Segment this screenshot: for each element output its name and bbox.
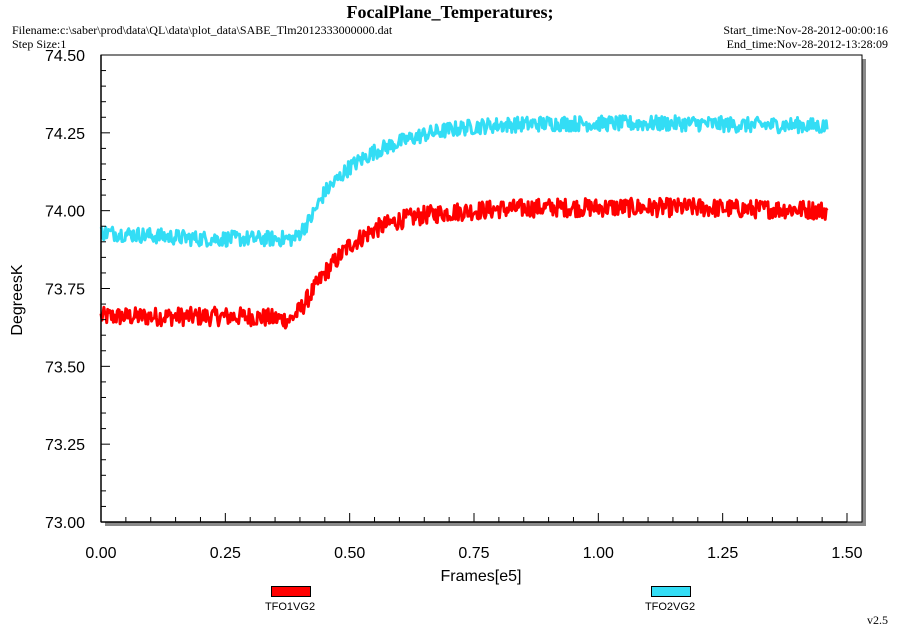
- x-tick-label: 0.25: [210, 545, 241, 562]
- y-tick-label: 74.25: [45, 126, 85, 143]
- end-time-label: End_time:Nov-28-2012-13:28:09: [726, 37, 888, 51]
- y-tick-label: 73.25: [45, 437, 85, 454]
- x-tick-label: 1.25: [707, 545, 738, 562]
- start-time-label: Start_time:Nov-28-2012-00:00:16: [723, 23, 888, 37]
- y-tick-label: 74.50: [45, 48, 85, 65]
- legend-label-tfo2vg2: TFO2VG2: [644, 601, 696, 613]
- x-tick-label: 0.50: [334, 545, 365, 562]
- y-tick-label: 73.00: [45, 515, 85, 532]
- version-label: v2.5: [867, 613, 888, 627]
- legend-label-tfo1vg2: TFO1VG2: [264, 601, 316, 613]
- y-tick-label: 73.50: [45, 359, 85, 376]
- y-axis-label: DegreesK: [9, 264, 26, 335]
- y-tick-label: 74.00: [45, 204, 85, 221]
- y-tick-label: 73.75: [45, 282, 85, 299]
- filename-label: Filename:c:\saber\prod\data\QL\data\plot…: [12, 23, 393, 37]
- x-tick-label: 1.00: [583, 545, 614, 562]
- series-line-tfo2vg2: [99, 114, 829, 248]
- x-tick-label: 0.75: [458, 545, 489, 562]
- x-axis-label: Frames[e5]: [441, 568, 522, 585]
- step-size-label: Step Size:1: [12, 37, 67, 51]
- chart-title: FocalPlane_Temperatures;: [346, 2, 554, 22]
- x-tick-label: 1.50: [831, 545, 862, 562]
- x-tick-label: 0.00: [85, 545, 116, 562]
- legend-swatch-tfo1vg2: [271, 586, 311, 597]
- legend-swatch-tfo2vg2: [651, 586, 691, 597]
- series-line-tfo1vg2: [99, 196, 829, 330]
